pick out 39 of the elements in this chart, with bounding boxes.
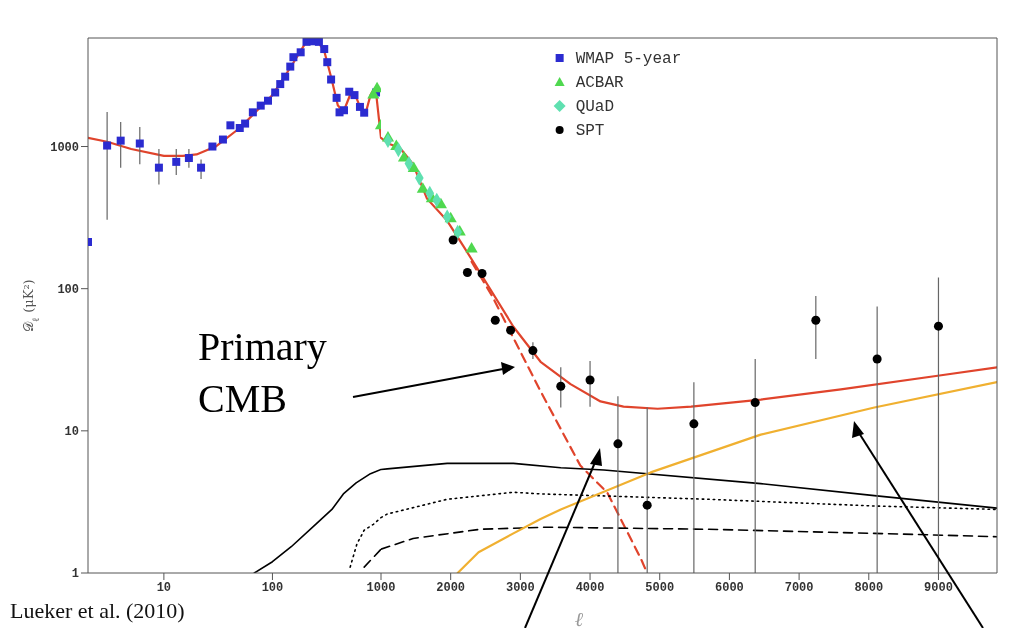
text: Lueker et al. (2010)	[10, 598, 185, 623]
y-tick-label: 10	[64, 425, 79, 440]
x-tick-label: 9000	[924, 580, 953, 595]
x-tick-label: 3000	[505, 580, 535, 595]
legend-label: ACBAR	[575, 74, 625, 92]
point	[556, 381, 566, 391]
x-tick-label: 10	[156, 580, 172, 595]
x-axis-title: ℓ	[574, 608, 584, 630]
point	[613, 439, 623, 449]
point	[490, 315, 500, 325]
point	[811, 315, 821, 325]
x-tick-label: 6000	[715, 580, 744, 595]
x-tick-label: 100	[261, 580, 284, 595]
point	[506, 325, 516, 335]
point	[689, 419, 699, 429]
point	[872, 354, 882, 364]
point	[462, 267, 472, 277]
y-tick-label: 1000	[50, 140, 79, 155]
point	[416, 182, 429, 193]
y-tick-label: 1	[71, 567, 79, 582]
annotation: Primary CMB	[198, 324, 327, 421]
legend-label: SPT	[575, 122, 605, 140]
x-tick-label: 1000	[366, 580, 396, 595]
x-tick-label: 8000	[854, 580, 884, 595]
x-tick-label: 7000	[784, 580, 814, 595]
point	[465, 242, 478, 253]
point	[448, 235, 458, 245]
point	[933, 321, 943, 331]
x-tick-label: 4000	[575, 580, 605, 595]
legend-label: WMAP 5-year	[575, 50, 682, 68]
point	[585, 375, 595, 385]
point	[642, 500, 652, 510]
x-tick-label: 5000	[645, 580, 675, 595]
point	[750, 398, 760, 408]
legend-label: QUaD	[575, 98, 615, 116]
x-tick-label: 2000	[436, 580, 466, 595]
point	[477, 268, 487, 278]
y-tick-label: 100	[57, 282, 79, 297]
point	[528, 346, 538, 356]
